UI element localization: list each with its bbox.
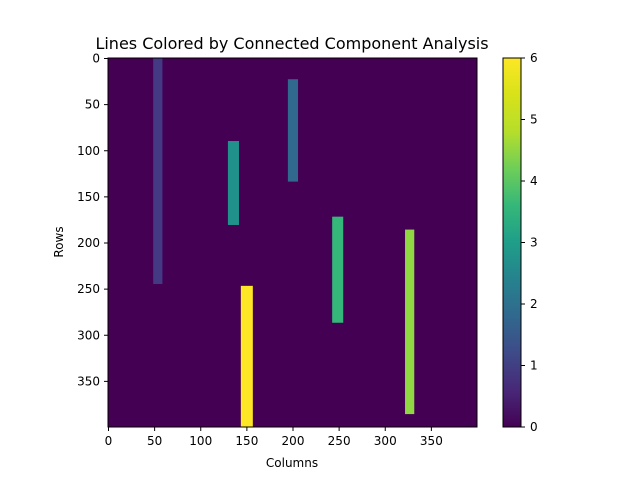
colorbar-tick-label: 0 [530,420,538,434]
y-tick-label: 250 [77,282,100,296]
y-tick-label: 100 [77,144,100,158]
y-tick-label: 200 [77,236,100,250]
component-5 [405,229,415,415]
y-axis: 0 50 100 150 200 250 300 350 [77,52,108,388]
heatmap-plot-area [107,57,478,428]
colorbar: 0 1 2 3 4 5 6 [502,51,538,434]
x-axis: 0 50 100 150 200 250 300 350 [105,427,443,448]
components-layer [153,58,415,427]
component-1 [153,58,163,285]
x-tick-label: 250 [328,434,351,448]
colorbar-tick-label: 4 [530,174,538,188]
y-tick-label: 300 [77,328,100,342]
y-tick-label: 50 [85,98,100,112]
colorbar-tick-label: 6 [530,51,538,65]
x-tick-label: 150 [235,434,258,448]
x-tick-label: 300 [374,434,397,448]
y-axis-label: Rows [52,226,66,257]
colorbar-gradient [503,58,521,427]
x-tick-label: 200 [282,434,305,448]
x-tick-label: 350 [420,434,443,448]
colorbar-tick-label: 1 [530,359,538,373]
y-tick-label: 0 [92,52,100,66]
y-tick-label: 350 [77,374,100,388]
colorbar-tick-label: 3 [530,236,538,250]
x-tick-label: 0 [105,434,113,448]
y-tick-label: 150 [77,190,100,204]
colorbar-ticks: 0 1 2 3 4 5 6 [521,51,538,434]
component-6 [240,285,253,427]
colorbar-tick-label: 2 [530,297,538,311]
x-tick-label: 100 [189,434,212,448]
x-axis-label: Columns [266,456,318,470]
chart-title: Lines Colored by Connected Component Ana… [95,34,488,53]
colorbar-tick-label: 5 [530,113,538,127]
component-2 [287,79,299,182]
component-3 [227,141,239,225]
component-4 [332,216,344,323]
x-tick-label: 50 [147,434,162,448]
